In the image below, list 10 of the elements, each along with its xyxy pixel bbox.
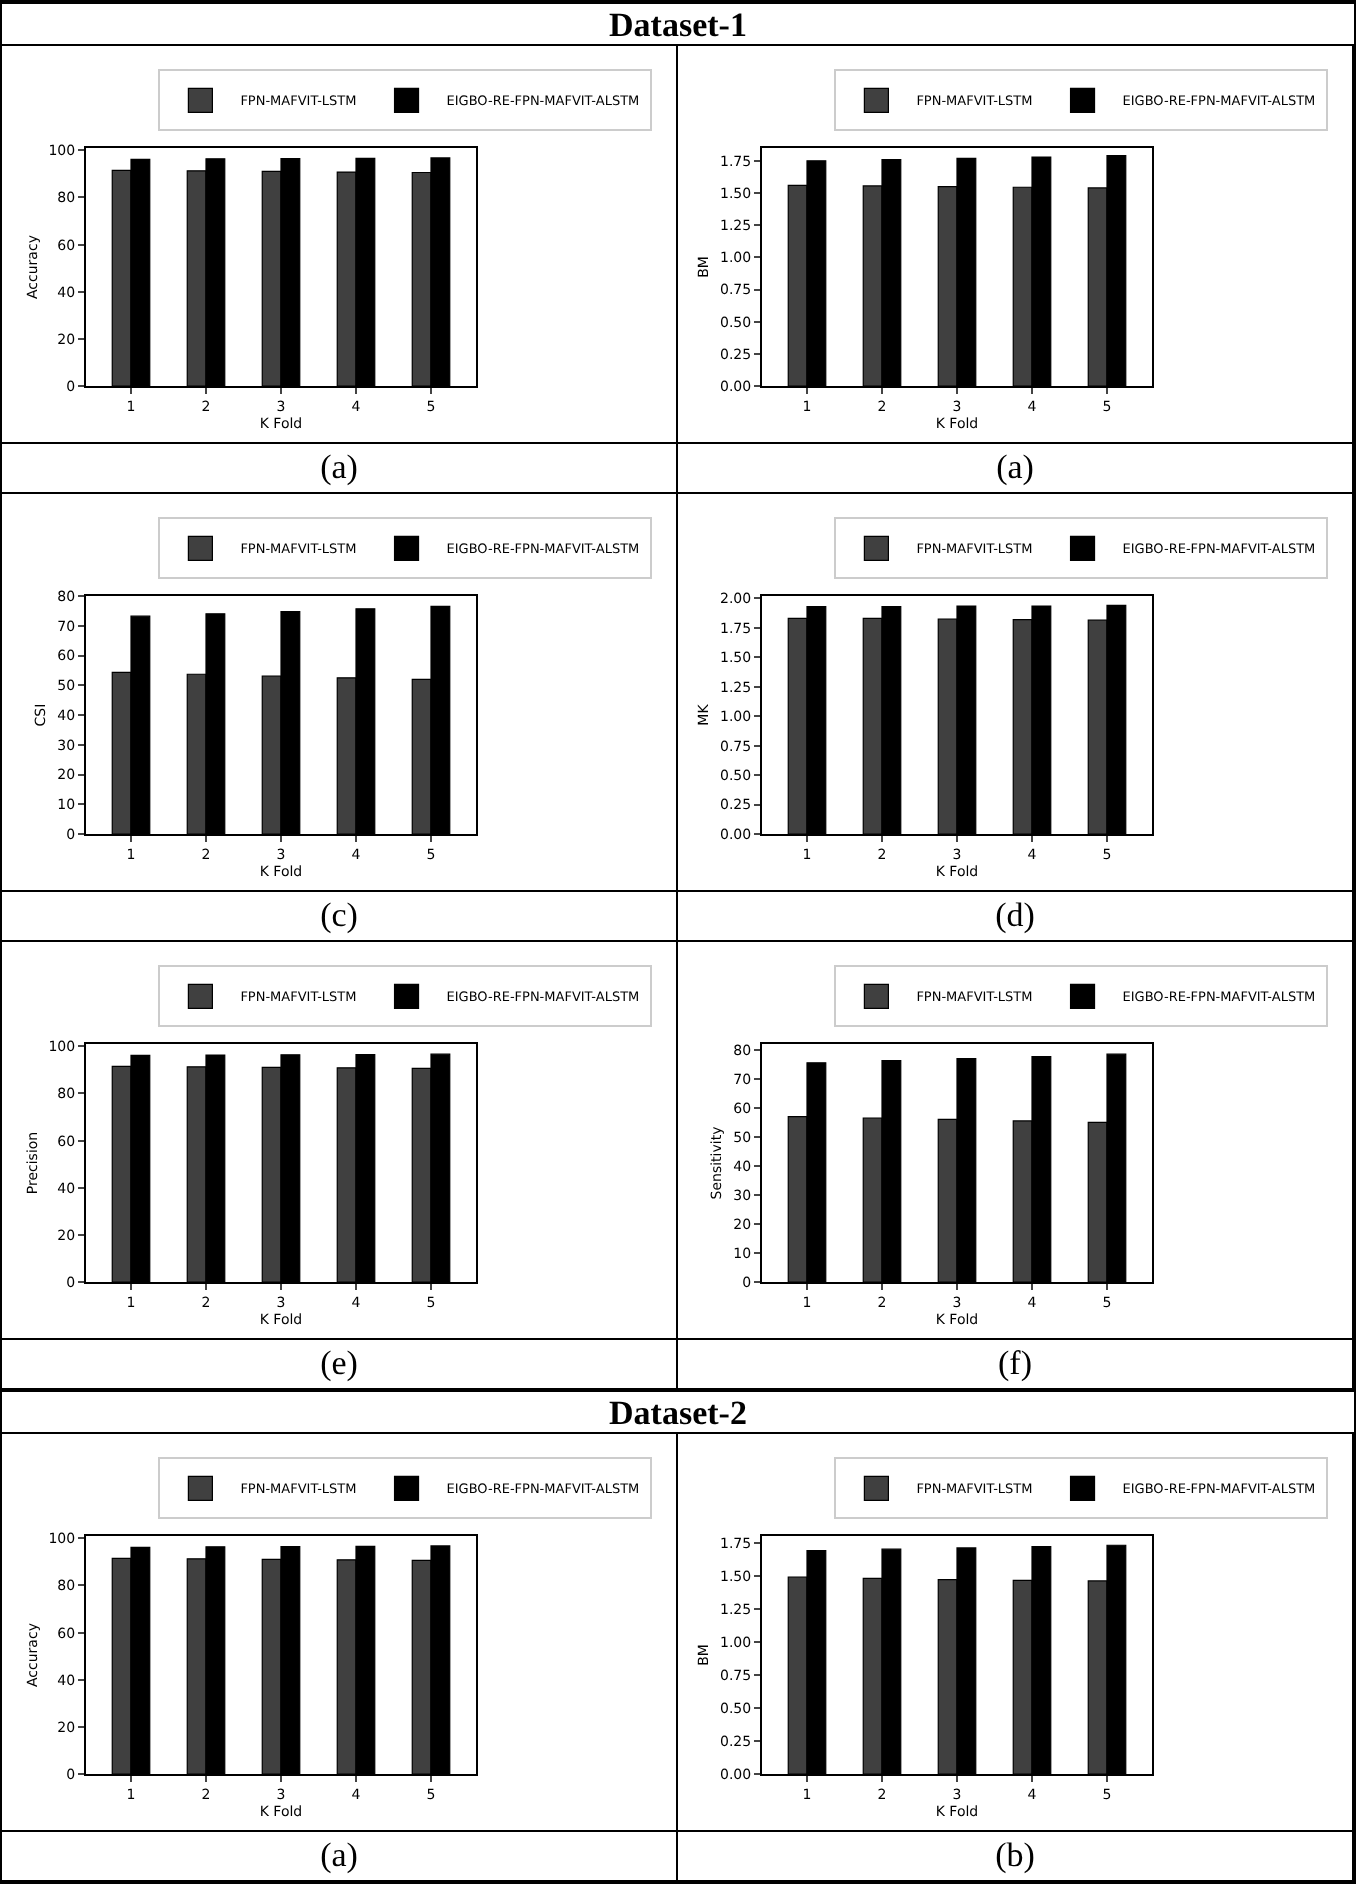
text: (a) <box>678 442 1352 492</box>
text: (c) <box>2 890 676 940</box>
text: Dataset-1 <box>2 2 1354 46</box>
text: (e) <box>2 1338 676 1388</box>
text: (b) <box>678 1830 1352 1880</box>
text: (d) <box>678 890 1352 940</box>
text: Dataset-2 <box>2 1390 1354 1434</box>
text: (a) <box>2 1830 676 1880</box>
text: (f) <box>678 1338 1352 1388</box>
text: (a) <box>2 442 676 492</box>
